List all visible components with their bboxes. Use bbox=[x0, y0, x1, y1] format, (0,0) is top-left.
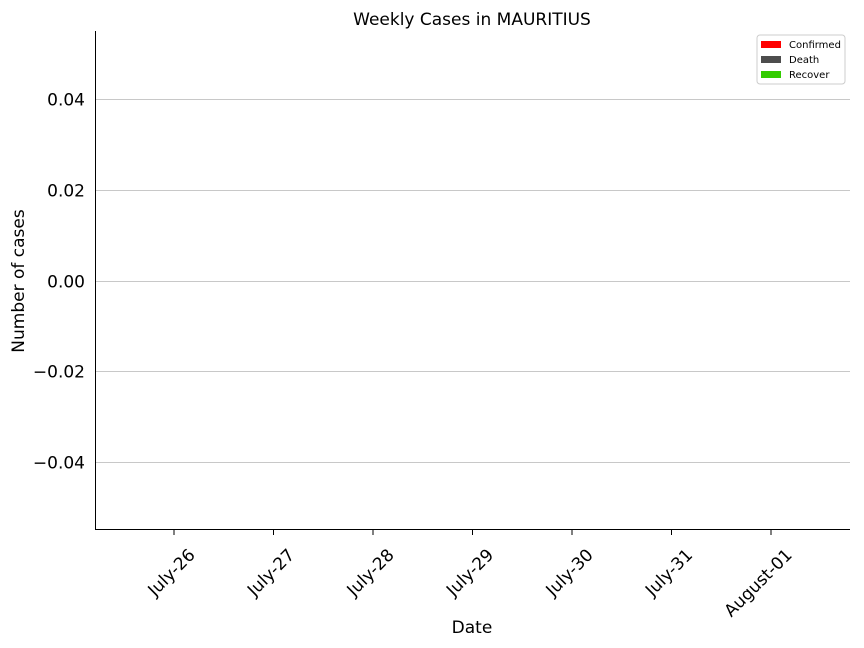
x-tick-label: July-26 bbox=[144, 545, 200, 601]
x-axis-label: Date bbox=[452, 618, 493, 638]
legend: Confirmed Death Recover bbox=[756, 34, 846, 85]
legend-swatch bbox=[761, 56, 781, 63]
y-tick-label: −0.04 bbox=[33, 454, 85, 474]
x-tick-label: July-31 bbox=[641, 545, 697, 601]
grid-lines bbox=[95, 99, 850, 463]
y-tick-label: 0.00 bbox=[47, 273, 85, 293]
legend-swatch bbox=[761, 71, 781, 78]
chart-title: Weekly Cases in MAURITIUS bbox=[353, 10, 591, 30]
legend-swatch bbox=[761, 41, 781, 48]
y-ticks: 0.04 0.02 0.00 −0.02 −0.04 bbox=[33, 91, 85, 474]
legend-label: Death bbox=[789, 55, 819, 66]
x-tick-label: July-28 bbox=[343, 545, 399, 601]
x-tick-label: July-30 bbox=[542, 545, 598, 601]
legend-label: Confirmed bbox=[789, 40, 841, 51]
x-tick-label: August-01 bbox=[721, 545, 797, 621]
axes bbox=[95, 31, 850, 530]
y-tick-label: 0.02 bbox=[47, 182, 85, 202]
y-axis-label: Number of cases bbox=[9, 209, 29, 353]
x-tick-label: July-27 bbox=[243, 545, 299, 601]
y-tick-label: 0.04 bbox=[47, 91, 85, 111]
x-tick-label: July-29 bbox=[442, 545, 498, 601]
y-tick-label: −0.02 bbox=[33, 363, 85, 383]
x-ticks: July-26 July-27 July-28 July-29 July-30 July-… bbox=[144, 530, 797, 621]
legend-label: Recover bbox=[789, 70, 830, 81]
